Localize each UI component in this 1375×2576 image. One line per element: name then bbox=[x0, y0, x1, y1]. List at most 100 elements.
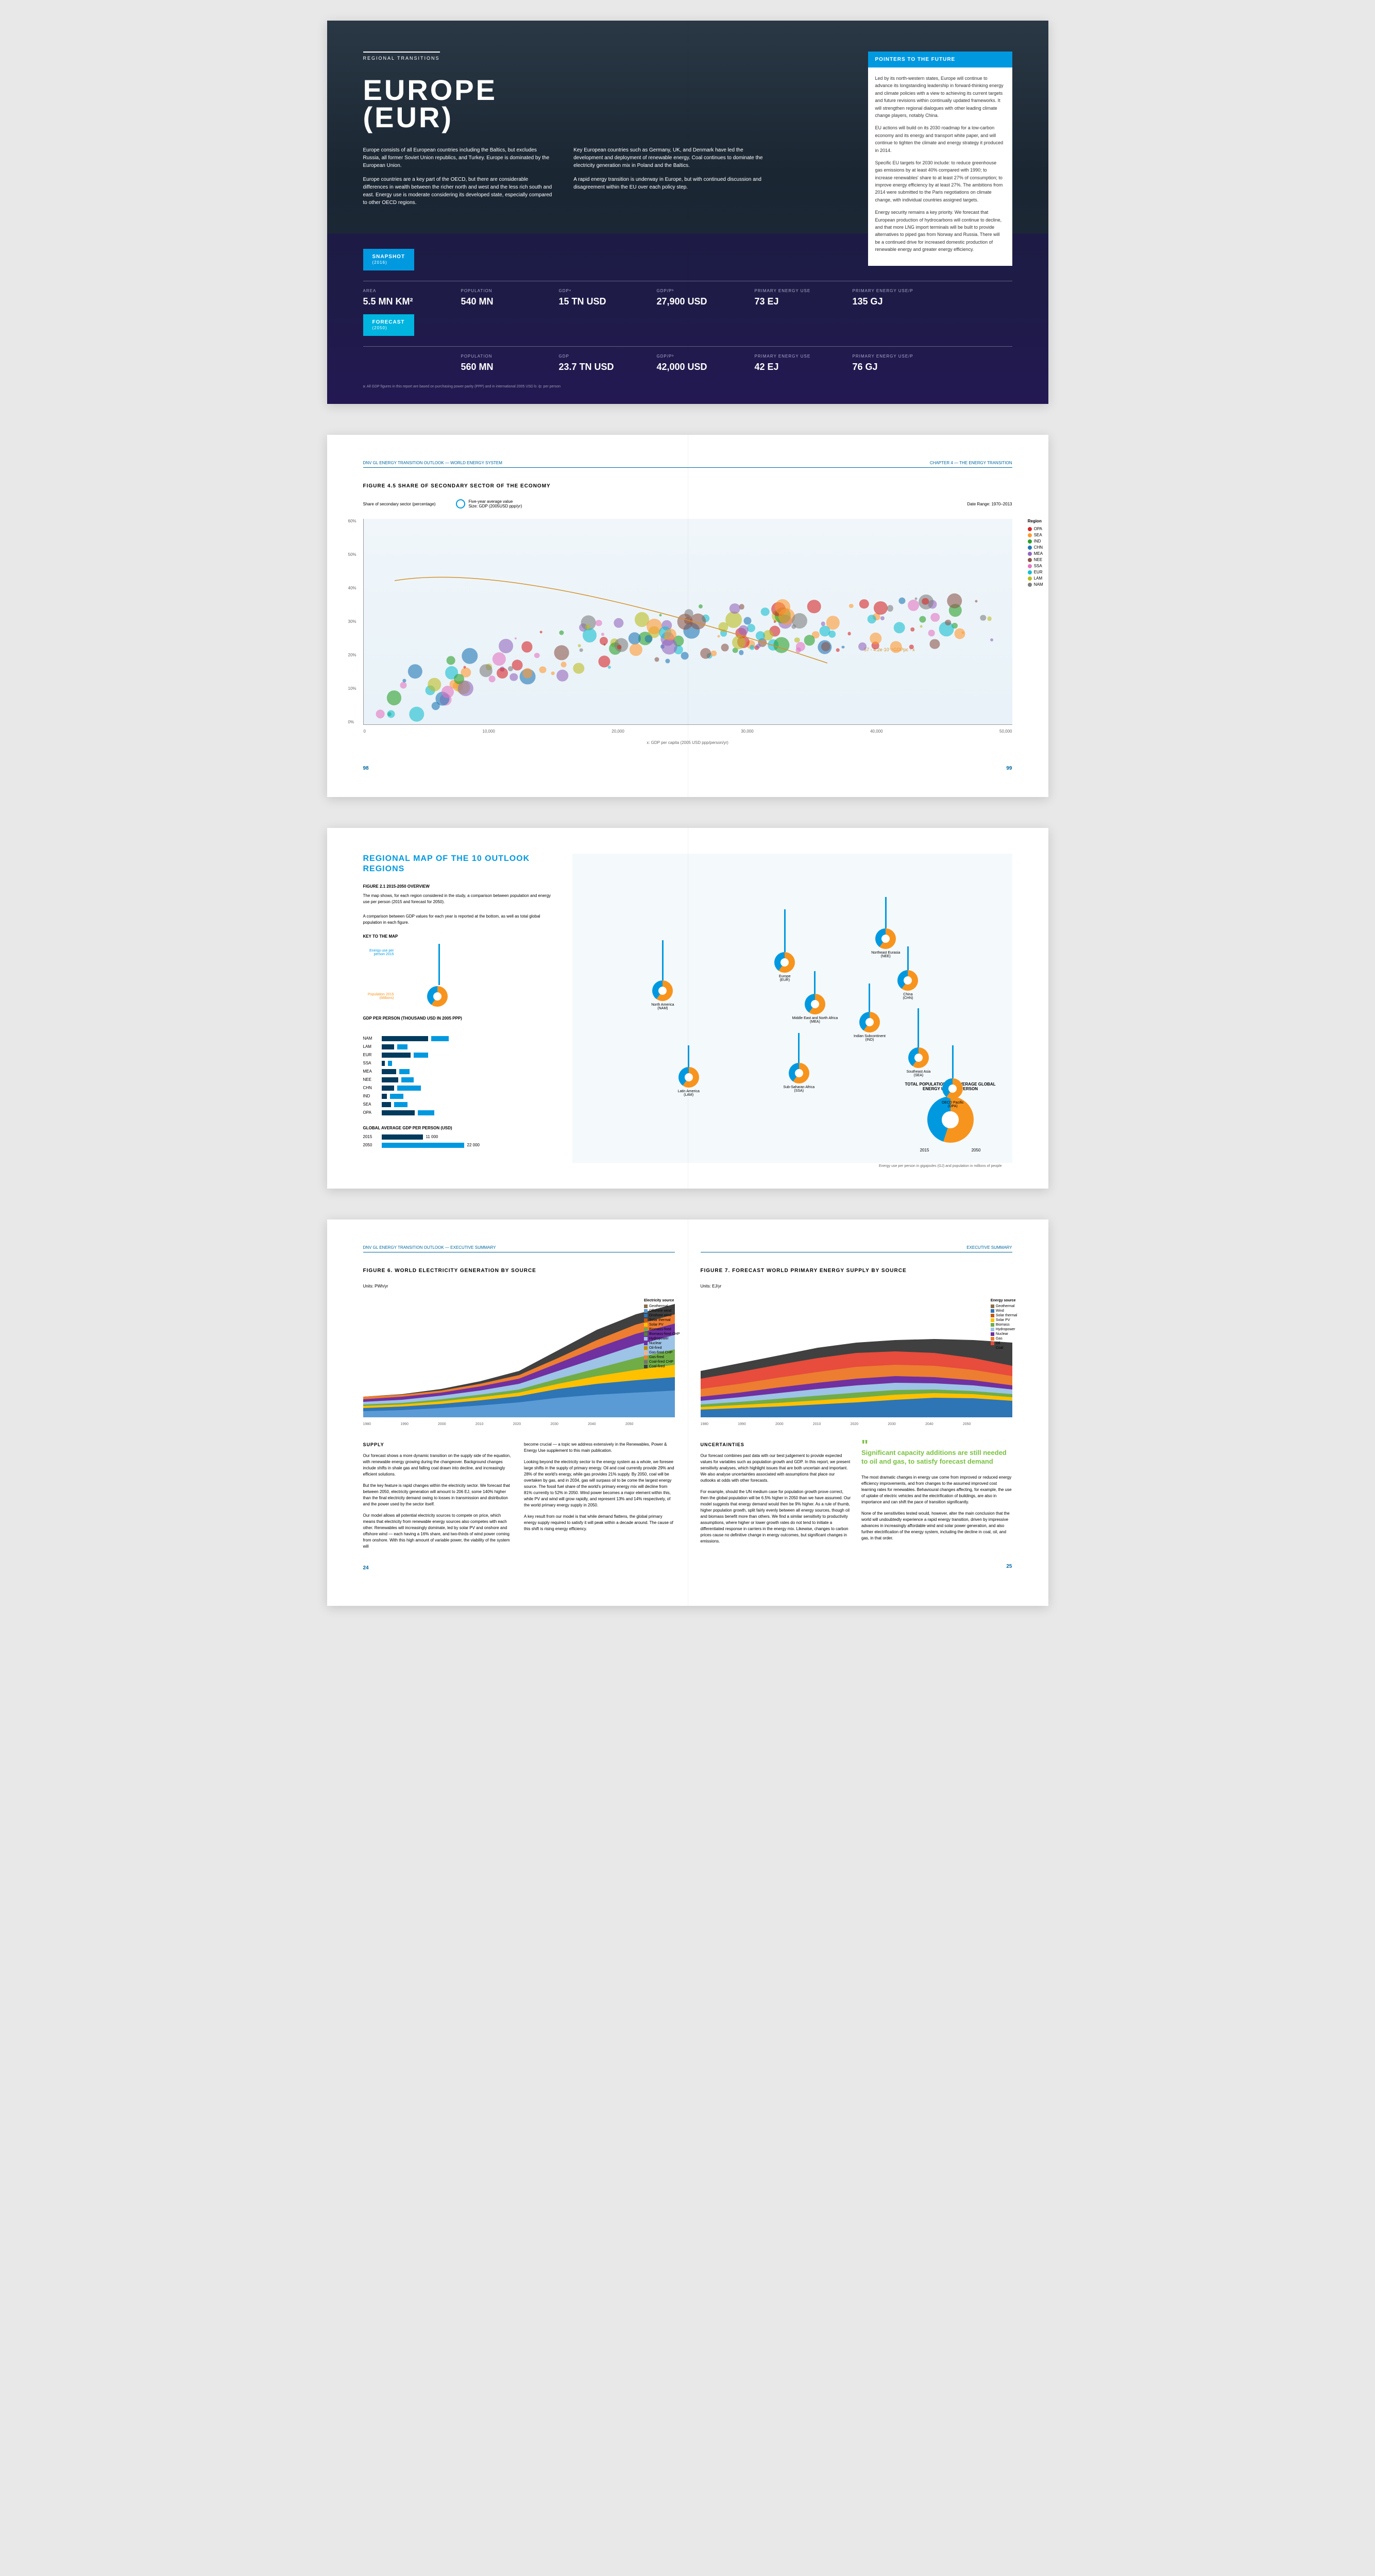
data-bubble bbox=[409, 707, 425, 722]
data-bubble bbox=[819, 625, 830, 636]
body-text-left: SUPPLY Our forecast shows a more dynamic… bbox=[363, 1442, 675, 1550]
legend-item: Coal-fired CHP bbox=[644, 1360, 680, 1364]
legend-item: Solar thermal bbox=[644, 1318, 680, 1322]
data-bubble bbox=[596, 620, 602, 626]
map-region: China(CHN) bbox=[897, 946, 918, 999]
data-bubble bbox=[554, 646, 569, 660]
bar-row: CHN bbox=[363, 1086, 552, 1091]
legend-item: Hydropower bbox=[991, 1328, 1017, 1331]
region-pie-icon bbox=[942, 1078, 963, 1099]
data-bubble bbox=[540, 631, 542, 634]
stats-footnote: a: All GDP figures in this report are ba… bbox=[363, 385, 1012, 388]
spread-scatter: DNV GL ENERGY TRANSITION OUTLOOK — WORLD… bbox=[327, 435, 1048, 797]
stat-item: PRIMARY ENERGY USE73 EJ bbox=[755, 289, 827, 307]
pull-quote: Significant capacity additions are still… bbox=[861, 1442, 1012, 1466]
data-bubble bbox=[859, 599, 869, 608]
data-bubble bbox=[400, 682, 407, 688]
map-subtitle: FIGURE 2.1 2015-2050 OVERVIEW bbox=[363, 884, 552, 889]
data-bubble bbox=[893, 622, 905, 634]
map-region: Northeast Eurasia(NEE) bbox=[871, 897, 900, 958]
body-text-right: UNCERTAINTIES Our forecast combines past… bbox=[701, 1442, 1012, 1548]
legend-item: Biomass bbox=[991, 1323, 1017, 1327]
data-bubble bbox=[598, 656, 610, 668]
region-pie-icon bbox=[774, 952, 795, 973]
page-num-left: 24 bbox=[363, 1565, 675, 1571]
intro-col-1: Europe consists of all European countrie… bbox=[363, 146, 553, 213]
running-header-right: EXECUTIVE SUMMARY bbox=[701, 1245, 1012, 1252]
legend-item: Coal-fired bbox=[644, 1365, 680, 1368]
data-bubble bbox=[489, 676, 496, 683]
y-axis-labels: 60%50%40%30%20%10%0% bbox=[348, 519, 357, 724]
data-bubble bbox=[908, 600, 919, 611]
stat-item: PRIMARY ENERGY USE/P76 GJ bbox=[853, 354, 925, 372]
region-pie-icon bbox=[859, 1012, 880, 1032]
legend-item: MEA bbox=[1028, 551, 1043, 556]
legend-item: Wind bbox=[991, 1309, 1017, 1313]
legend-item: IND bbox=[1028, 539, 1043, 544]
chart-title-right: FIGURE 7. FORECAST WORLD PRIMARY ENERGY … bbox=[701, 1268, 1012, 1274]
legend-item: OPA bbox=[1028, 527, 1043, 531]
area-chart-right: Energy source GeothermalWindSolar therma… bbox=[701, 1294, 1012, 1417]
data-bubble bbox=[387, 710, 395, 718]
size-legend-icon bbox=[456, 499, 465, 509]
data-bubble bbox=[870, 632, 881, 644]
data-bubble bbox=[898, 598, 905, 604]
data-bubble bbox=[945, 619, 951, 625]
x-axis-labels: 010,00020,00030,00040,00050,000 bbox=[364, 729, 1012, 734]
stat-item: GDP/Pᵇ42,000 USD bbox=[657, 354, 729, 372]
data-bubble bbox=[804, 635, 815, 646]
data-bubble bbox=[947, 594, 962, 609]
legend-right: Energy source GeothermalWindSolar therma… bbox=[991, 1299, 1017, 1351]
bar-row: SEA bbox=[363, 1102, 552, 1107]
data-bubble bbox=[750, 645, 754, 650]
bar-row: MEA bbox=[363, 1069, 552, 1074]
legend-item: SSA bbox=[1028, 564, 1043, 568]
legend-item: LAM bbox=[1028, 576, 1043, 581]
x-labels-left: 19801990200020102020203020402050 bbox=[363, 1422, 675, 1426]
chart-title-left: FIGURE 6. WORLD ELECTRICITY GENERATION B… bbox=[363, 1268, 675, 1274]
map-region: Southeast Asia(SEA) bbox=[907, 1008, 931, 1077]
legend-item: Onshore wind bbox=[644, 1314, 680, 1317]
data-bubble bbox=[910, 628, 914, 632]
data-bubble bbox=[556, 669, 568, 681]
region-pie-icon bbox=[908, 1047, 929, 1068]
legend-item: Solar PV bbox=[991, 1318, 1017, 1322]
data-bubble bbox=[761, 607, 770, 616]
stat-item: GDPᵃ15 TN USD bbox=[559, 289, 631, 307]
scatter-chart: 60%50%40%30%20%10%0% 010,00020,00030,000… bbox=[363, 519, 1012, 725]
legend-item: Coal bbox=[991, 1346, 1017, 1350]
data-bubble bbox=[922, 598, 929, 605]
legend-item: Solar thermal bbox=[991, 1314, 1017, 1317]
data-bubble bbox=[699, 604, 703, 608]
data-bubble bbox=[915, 598, 918, 600]
data-bubble bbox=[614, 618, 623, 628]
data-bubble bbox=[858, 642, 867, 651]
data-bubble bbox=[666, 658, 670, 663]
legend-item: Gas bbox=[991, 1337, 1017, 1341]
data-bubble bbox=[980, 615, 986, 621]
legend-item: Geothermal bbox=[644, 1304, 680, 1308]
data-bubble bbox=[739, 650, 743, 655]
data-bubble bbox=[580, 648, 583, 652]
data-bubble bbox=[615, 638, 629, 652]
legend-item: Geothermal bbox=[991, 1304, 1017, 1308]
data-bubble bbox=[499, 639, 513, 653]
stat-item: PRIMARY ENERGY USE/P135 GJ bbox=[853, 289, 925, 307]
data-bubble bbox=[510, 673, 518, 681]
data-bubble bbox=[955, 628, 965, 639]
running-header-right: CHAPTER 4 — THE ENERGY TRANSITION bbox=[930, 461, 1012, 465]
data-bubble bbox=[920, 625, 923, 628]
legend-item: Oil bbox=[991, 1342, 1017, 1345]
data-bubble bbox=[493, 652, 506, 666]
data-bubble bbox=[551, 672, 555, 675]
data-bubble bbox=[515, 637, 517, 639]
data-bubble bbox=[578, 644, 582, 648]
data-bubble bbox=[774, 620, 776, 622]
data-bubble bbox=[539, 666, 546, 673]
legend-item: CHN bbox=[1028, 545, 1043, 550]
data-bubble bbox=[559, 631, 564, 635]
data-bubble bbox=[463, 666, 466, 668]
data-bubble bbox=[842, 646, 844, 648]
data-bubble bbox=[795, 648, 801, 653]
legend-item: Biomass-fired CHP bbox=[644, 1332, 680, 1336]
